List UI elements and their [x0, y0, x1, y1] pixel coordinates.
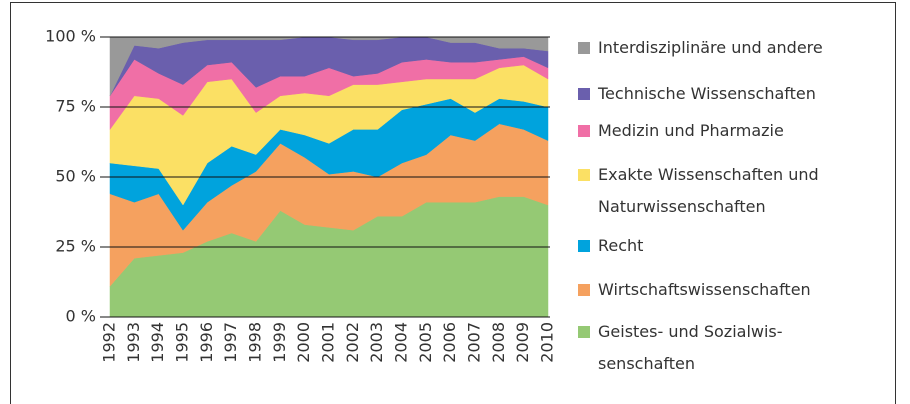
x-tick-label: 1992	[100, 322, 119, 363]
y-tick-label: 100 %	[45, 27, 96, 46]
x-tick-label: 2004	[392, 322, 411, 363]
legend-item: Recht	[578, 230, 878, 262]
x-tick-label: 1998	[246, 322, 265, 363]
legend-swatch	[578, 42, 590, 54]
x-tick-label: 2008	[489, 322, 508, 363]
legend-label: Exakte Wissenschaften und Naturwissensch…	[598, 165, 819, 216]
x-tick-label: 1994	[148, 322, 167, 363]
x-tick-label: 1997	[221, 322, 240, 363]
x-tick-label: 2002	[343, 322, 362, 363]
legend-label: Technische Wissenschaften	[598, 84, 816, 103]
x-tick-label: 1995	[173, 322, 192, 363]
x-tick-label: 1996	[197, 322, 216, 363]
legend-item: Wirtschaftswissenschaften	[578, 274, 878, 306]
x-tick-label: 2003	[367, 322, 386, 363]
legend-item: Geistes- und Sozialwis­senschaften	[578, 316, 878, 380]
legend-label: Recht	[598, 236, 644, 255]
x-tick-label: 2001	[319, 322, 338, 363]
legend-label: Wirtschaftswissenschaften	[598, 280, 811, 299]
x-tick-label: 2007	[465, 322, 484, 363]
legend-label: Medizin und Pharmazie	[598, 121, 784, 140]
y-tick-label: 50 %	[55, 167, 96, 186]
legend-swatch	[578, 125, 590, 137]
x-tick-label: 2006	[440, 322, 459, 363]
legend-item: Interdisziplinäre und andere	[578, 32, 878, 64]
x-tick-label: 1993	[124, 322, 143, 363]
frame	[10, 2, 896, 404]
x-tick-label: 2009	[513, 322, 532, 363]
x-tick-label: 2005	[416, 322, 435, 363]
y-tick-label: 25 %	[55, 237, 96, 256]
legend-swatch	[578, 88, 590, 100]
legend-item: Technische Wissenschaften	[578, 78, 878, 110]
x-tick-label: 2000	[294, 322, 313, 363]
legend-label: Geistes- und Sozialwis­senschaften	[598, 322, 783, 373]
legend-swatch	[578, 240, 590, 252]
y-tick-label: 75 %	[55, 97, 96, 116]
legend-item: Exakte Wissenschaften und Naturwissensch…	[578, 159, 878, 223]
legend-swatch	[578, 326, 590, 338]
legend-label: Interdisziplinäre und andere	[598, 38, 823, 57]
legend-swatch	[578, 284, 590, 296]
legend-swatch	[578, 169, 590, 181]
x-tick-label: 2010	[538, 322, 557, 363]
y-tick-label: 0 %	[66, 307, 96, 326]
legend-item: Medizin und Pharmazie	[578, 115, 878, 147]
x-tick-label: 1999	[270, 322, 289, 363]
